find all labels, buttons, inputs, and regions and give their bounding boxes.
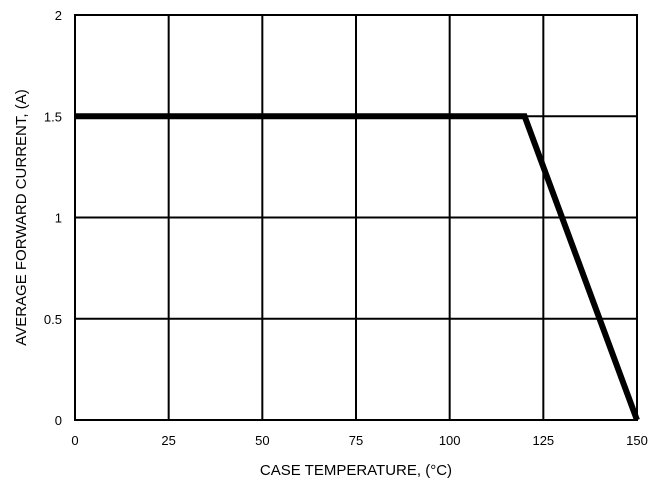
x-tick-labels: 0 25 50 75 100 125 150 — [71, 433, 647, 448]
series-line-0 — [75, 113, 640, 422]
x-tick-label-4: 100 — [439, 433, 461, 448]
y-axis-label: AVERAGE FORWARD CURRENT, (A) — [13, 89, 30, 345]
x-tick-label-1: 25 — [161, 433, 175, 448]
x-tick-label-3: 75 — [349, 433, 363, 448]
x-axis-label: CASE TEMPERATURE, (°C) — [260, 462, 452, 479]
series-layer — [75, 113, 640, 422]
x-tick-label-6: 150 — [626, 433, 648, 448]
y-tick-label-2: 1 — [55, 211, 62, 226]
x-tick-label-0: 0 — [71, 433, 78, 448]
y-tick-labels: 0 0.5 1 1.5 2 — [44, 8, 62, 428]
y-tick-label-4: 2 — [55, 8, 62, 23]
y-tick-label-1: 0.5 — [44, 312, 62, 327]
plot-frame — [74, 14, 638, 421]
y-tick-label-3: 1.5 — [44, 109, 62, 124]
x-tick-label-2: 50 — [255, 433, 269, 448]
x-tick-label-5: 125 — [532, 433, 554, 448]
grid — [74, 14, 638, 421]
y-tick-label-0: 0 — [55, 413, 62, 428]
